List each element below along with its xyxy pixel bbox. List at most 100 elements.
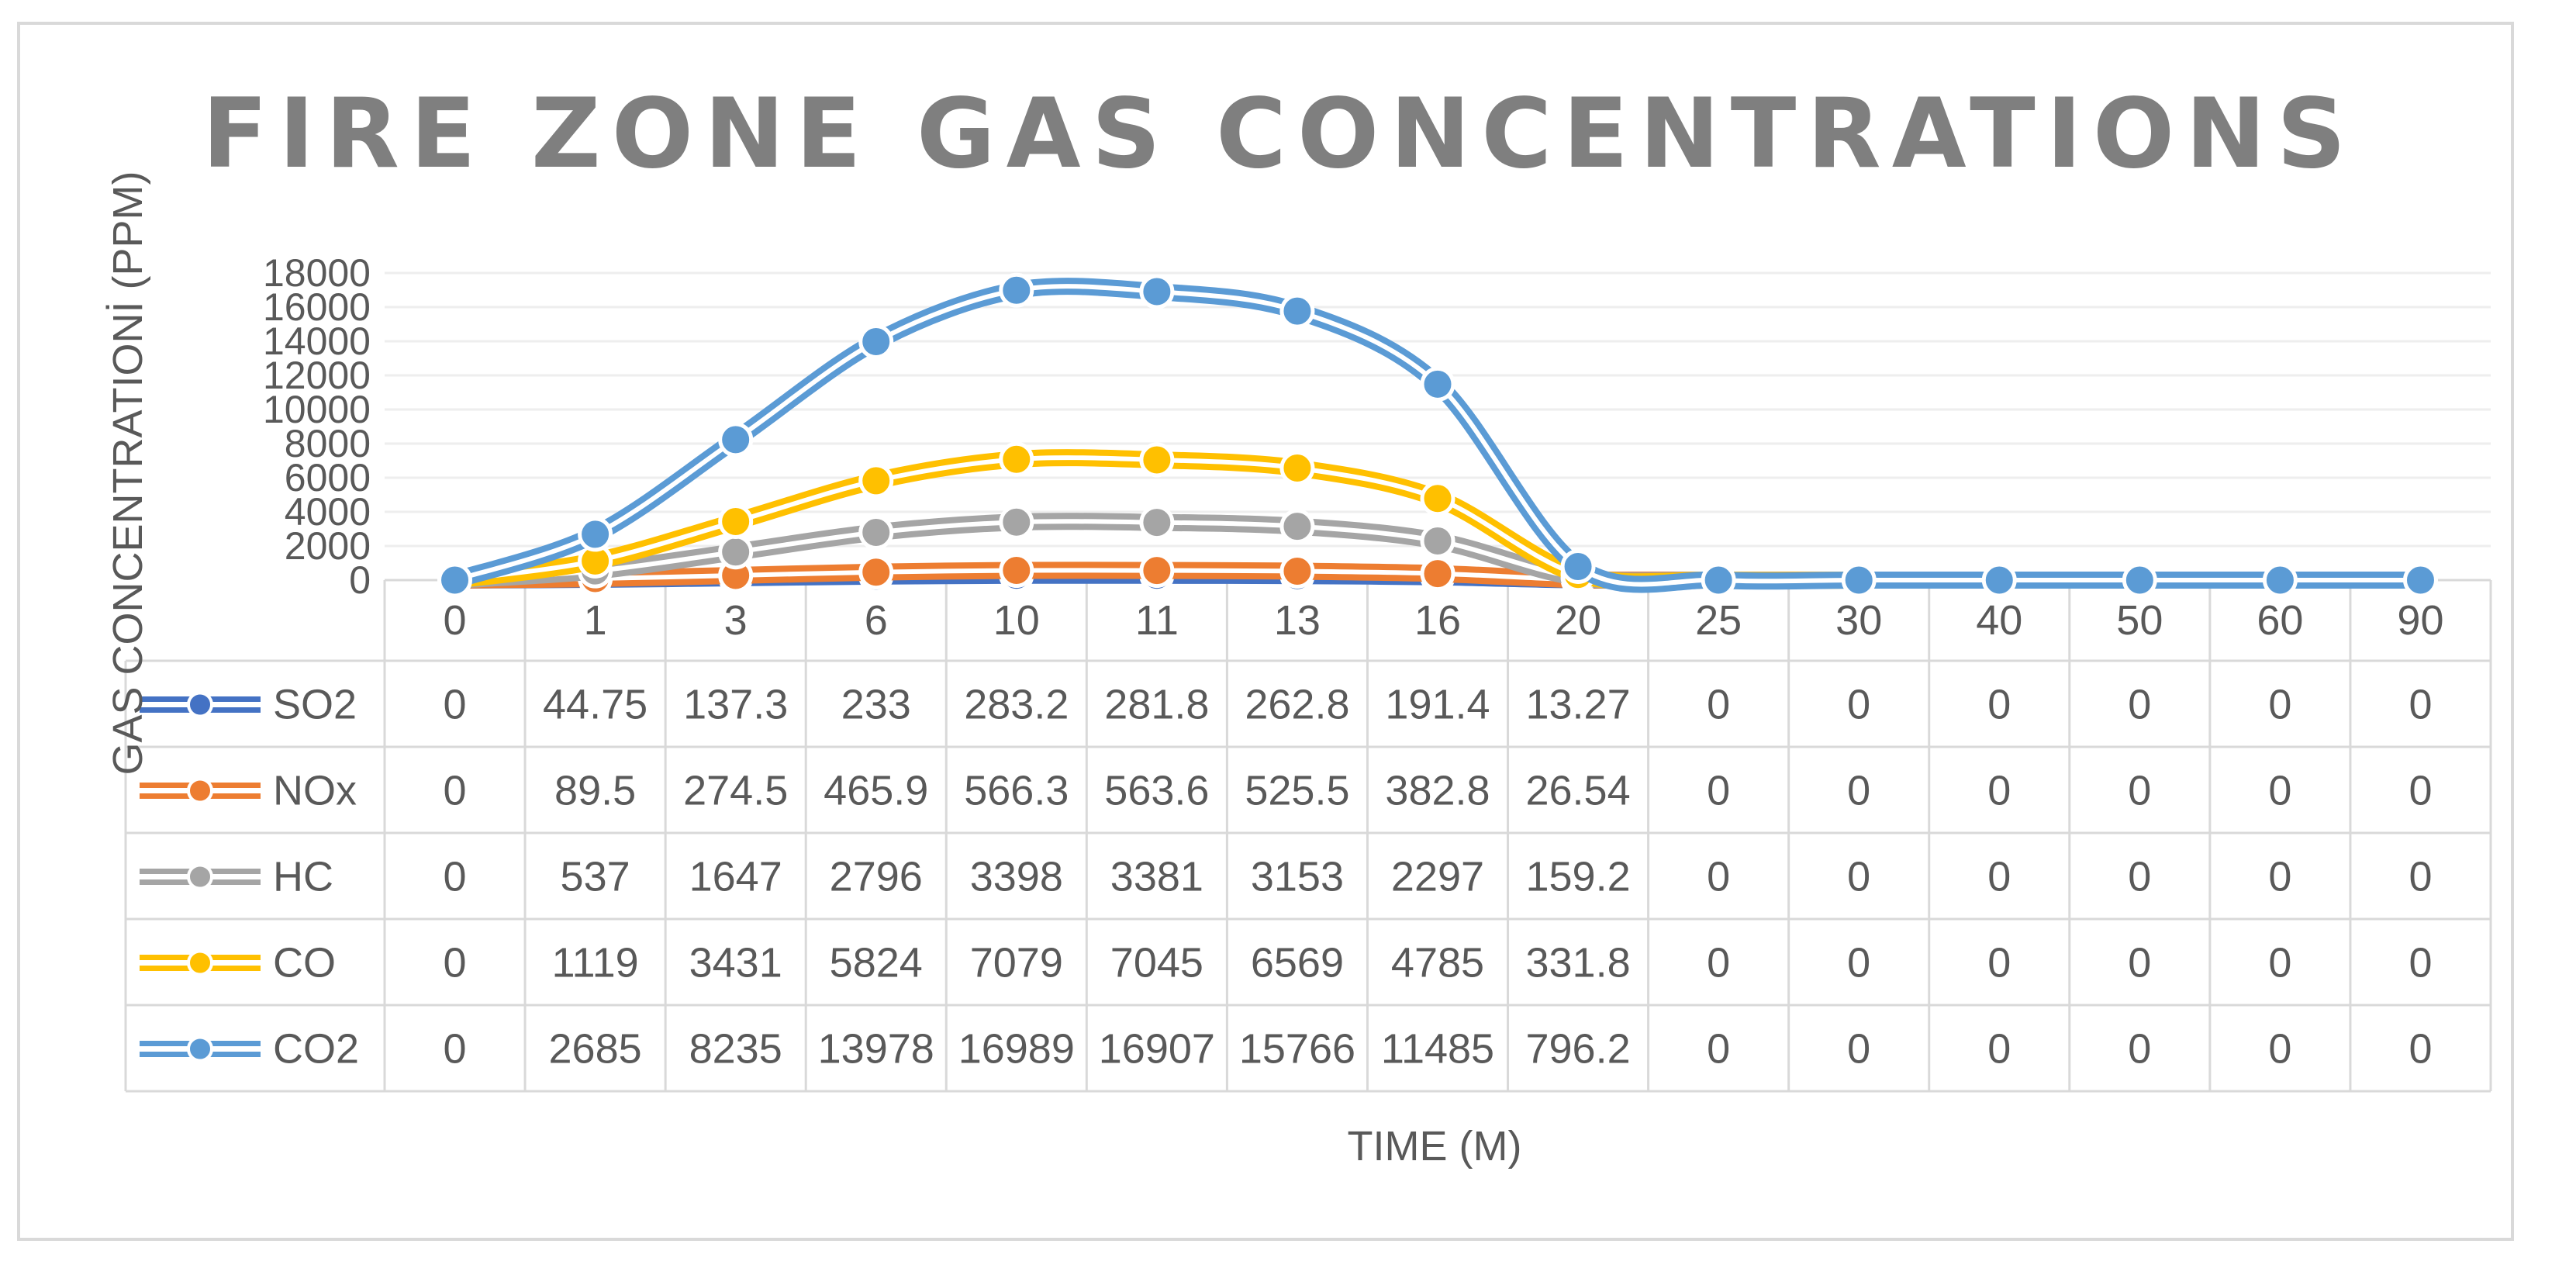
table-cell: 2685: [549, 1026, 642, 1073]
y-tick-label: 18000: [263, 251, 371, 295]
table-cell: 191.4: [1385, 682, 1490, 728]
y-tick-label: 12000: [263, 354, 371, 397]
table-cell: 13.27: [1525, 682, 1630, 728]
table-cell: 2796: [830, 854, 923, 900]
table-cell: 7045: [1110, 940, 1203, 986]
y-tick-label: 0: [349, 558, 371, 602]
data-point-co: [999, 441, 1034, 477]
data-point-co2: [437, 562, 473, 598]
table-cell: 525.5: [1245, 768, 1349, 814]
data-point-co2: [578, 517, 613, 552]
data-point-co: [1279, 450, 1315, 485]
data-point-hc: [1420, 523, 1455, 558]
x-tick-label: 30: [1835, 597, 1882, 644]
table-cell: 0: [1847, 854, 1870, 900]
table-cell: 563.6: [1104, 768, 1209, 814]
table-cell: 16989: [958, 1026, 1075, 1073]
table-cell: 89.5: [554, 768, 636, 814]
table-cell: 0: [1987, 768, 2011, 814]
table-cell: 0: [2128, 940, 2151, 986]
table-cell: 0: [1707, 682, 1730, 728]
x-tick-label: 25: [1695, 597, 1742, 644]
table-cell: 0: [2409, 682, 2432, 728]
data-point-co2: [1420, 366, 1455, 402]
table-cell: 0: [1847, 682, 1870, 728]
table-cell: 5824: [830, 940, 923, 986]
legend-entry: NOx: [273, 768, 357, 814]
table-cell: 382.8: [1385, 768, 1490, 814]
legend-entry: SO2: [273, 682, 357, 728]
data-point-co2: [858, 323, 894, 359]
data-point-co2: [1701, 562, 1736, 598]
data-point-co2: [2122, 562, 2157, 598]
data-point-hc: [858, 514, 894, 550]
table-cell: 13978: [818, 1026, 934, 1073]
table-cell: 11485: [1381, 1026, 1494, 1073]
table-cell: 159.2: [1525, 854, 1630, 900]
table-cell: 8235: [689, 1026, 782, 1073]
table-cell: 44.75: [543, 682, 647, 728]
table-cell: 0: [444, 940, 467, 986]
table-cell: 274.5: [683, 768, 788, 814]
data-point-co: [718, 504, 754, 540]
data-point-co: [1139, 442, 1175, 478]
x-tick-label: 90: [2397, 597, 2443, 644]
table-cell: 0: [1987, 854, 2011, 900]
x-axis-label: TIME (M): [1348, 1123, 1522, 1170]
table-cell: 262.8: [1245, 682, 1349, 728]
data-point-hc: [1139, 505, 1175, 541]
table-cell: 0: [444, 1026, 467, 1073]
table-cell: 3431: [689, 940, 782, 986]
legend-entry: HC: [273, 854, 333, 900]
data-point-co2: [1560, 548, 1596, 584]
table-cell: 537: [561, 854, 630, 900]
data-point-hc: [718, 534, 754, 570]
y-tick-label: 6000: [285, 456, 371, 499]
y-tick-label: 10000: [263, 388, 371, 431]
x-tick-label: 3: [724, 597, 748, 644]
table-cell: 0: [1707, 854, 1730, 900]
table-cell: 0: [2409, 1026, 2432, 1073]
x-tick-label: 40: [1976, 597, 2022, 644]
x-tick-label: 13: [1274, 597, 1321, 644]
y-tick-label: 2000: [285, 524, 371, 568]
table-cell: 465.9: [824, 768, 928, 814]
table-cell: 0: [1847, 768, 1870, 814]
table-cell: 0: [2128, 854, 2151, 900]
table-cell: 0: [1987, 1026, 2011, 1073]
table-cell: 0: [444, 768, 467, 814]
table-cell: 0: [2268, 768, 2291, 814]
legend-key-co: [140, 949, 261, 976]
x-tick-label: 16: [1414, 597, 1461, 644]
table-cell: 0: [444, 682, 467, 728]
table-cell: 3153: [1251, 854, 1344, 900]
series-lines: [437, 272, 2438, 598]
table-cell: 233: [841, 682, 911, 728]
x-tick-label: 60: [2257, 597, 2303, 644]
x-tick-label: 20: [1555, 597, 1601, 644]
data-point-co2: [999, 272, 1034, 308]
data-point-co2: [2262, 562, 2298, 598]
table-cell: 0: [1707, 1026, 1730, 1073]
legend-key-hc: [140, 863, 261, 890]
table-cell: 1647: [689, 854, 782, 900]
table-cell: 0: [1987, 682, 2011, 728]
y-tick-label: 14000: [263, 320, 371, 363]
table-cell: 0: [2128, 768, 2151, 814]
data-point-nox: [999, 553, 1034, 589]
data-point-nox: [1420, 556, 1455, 592]
data-point-hc: [999, 504, 1034, 540]
data-point-nox: [1139, 553, 1175, 589]
data-point-co2: [1841, 562, 1877, 598]
data-point-co2: [1981, 562, 2017, 598]
table-cell: 796.2: [1525, 1026, 1630, 1073]
data-point-co2: [1279, 293, 1315, 329]
y-tick-label: 8000: [285, 422, 371, 465]
x-tick-label: 0: [444, 597, 467, 644]
table-cell: 281.8: [1104, 682, 1209, 728]
y-tick-label: 16000: [263, 285, 371, 329]
x-tick-label: 10: [993, 597, 1040, 644]
table-cell: 1119: [552, 940, 639, 986]
